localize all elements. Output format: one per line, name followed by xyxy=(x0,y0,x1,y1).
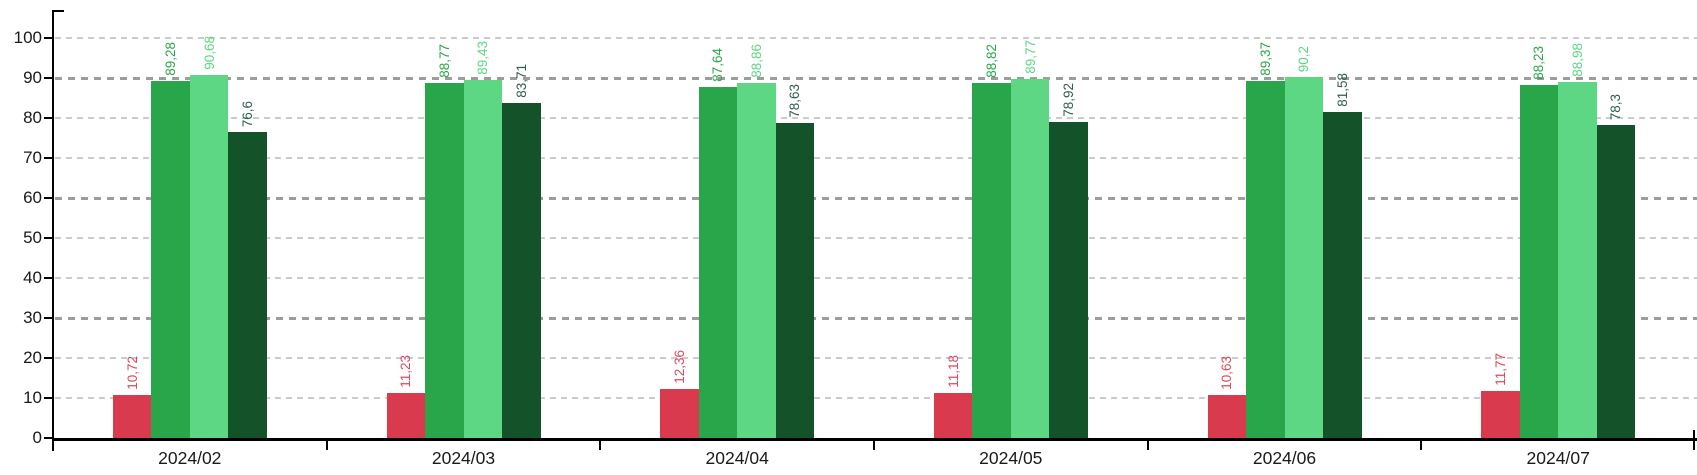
bar-2024-03-series-4[interactable] xyxy=(502,103,541,438)
bar-value-label: 88,86 xyxy=(748,44,764,78)
bar-value-label: 89,77 xyxy=(1022,40,1038,74)
bar-value-label: 81,58 xyxy=(1334,73,1350,107)
bar-2024-04-series-2[interactable] xyxy=(698,87,738,438)
y-axis-label: 100 xyxy=(13,28,42,47)
bar-2024-05-series-2[interactable] xyxy=(972,83,1011,438)
y-axis-tick xyxy=(44,237,52,239)
bar-2024-03-series-1[interactable] xyxy=(386,393,425,438)
y-axis-tick xyxy=(44,157,52,159)
bar-value-label: 87,64 xyxy=(710,48,726,82)
y-axis-label: 70 xyxy=(23,148,42,167)
bar-value-label: 11,77 xyxy=(1492,353,1508,386)
bar-value-label: 89,28 xyxy=(163,42,179,76)
bar-2024-07-series-4[interactable] xyxy=(1596,125,1636,438)
x-axis-category-label: 2024/04 xyxy=(705,448,769,468)
bar-value-label: 83,71 xyxy=(513,64,529,98)
y-axis-tick xyxy=(44,197,52,199)
minor-gridline xyxy=(55,117,1697,119)
bar-value-label: 12,36 xyxy=(671,350,687,384)
x-axis-category-label: 2024/02 xyxy=(158,448,222,468)
x-axis-category-label: 2024/06 xyxy=(1252,448,1317,468)
x-axis-end-cap xyxy=(1693,430,1695,450)
bar-2024-06-series-4[interactable] xyxy=(1323,112,1362,438)
bar-2024-07-series-2[interactable] xyxy=(1519,85,1559,438)
major-gridline xyxy=(55,197,1697,200)
y-axis-tick xyxy=(44,437,52,439)
y-axis-tick xyxy=(44,397,52,399)
bar-value-label: 88,82 xyxy=(984,44,1000,78)
x-axis-category-label: 2024/03 xyxy=(431,448,496,468)
y-axis-tick xyxy=(44,117,52,119)
bar-value-label: 10,63 xyxy=(1219,356,1235,390)
bar-2024-06-series-3[interactable] xyxy=(1284,77,1323,438)
y-axis-tick xyxy=(44,317,52,319)
bar-value-label: 89,43 xyxy=(475,41,491,75)
major-gridline xyxy=(55,317,1697,320)
bar-value-label: 11,23 xyxy=(398,355,414,388)
bar-2024-05-series-4[interactable] xyxy=(1049,122,1088,438)
bar-value-label: 76,6 xyxy=(240,100,256,127)
bar-2024-05-series-3[interactable] xyxy=(1010,79,1050,438)
bar-2024-03-series-3[interactable] xyxy=(463,80,502,438)
y-axis-tick xyxy=(44,37,52,39)
y-axis-tick xyxy=(44,357,52,359)
y-axis-line xyxy=(52,10,54,451)
minor-gridline xyxy=(55,397,1697,399)
bar-2024-06-series-2[interactable] xyxy=(1246,81,1285,438)
bar-2024-05-series-1[interactable] xyxy=(933,393,973,438)
bar-2024-02-series-3[interactable] xyxy=(189,75,229,438)
y-axis-end-cap xyxy=(52,10,64,12)
bar-value-label: 10,72 xyxy=(124,356,140,390)
x-axis-tick xyxy=(326,441,328,450)
bar-value-label: 78,92 xyxy=(1061,83,1077,117)
y-axis-tick xyxy=(44,77,52,79)
y-axis-label: 10 xyxy=(23,388,42,407)
x-axis-tick xyxy=(873,441,875,450)
bar-value-label: 90,2 xyxy=(1296,45,1312,72)
y-axis-label: 90 xyxy=(23,68,42,87)
y-axis-label: 50 xyxy=(23,228,42,247)
y-axis-label: 30 xyxy=(23,308,42,327)
bar-value-label: 78,63 xyxy=(787,84,803,118)
bar-2024-04-series-3[interactable] xyxy=(737,83,776,438)
x-axis-line xyxy=(52,438,1697,441)
y-axis-label: 60 xyxy=(23,188,42,207)
major-gridline xyxy=(55,77,1697,80)
bar-2024-04-series-4[interactable] xyxy=(775,123,815,438)
bar-2024-07-series-3[interactable] xyxy=(1558,82,1597,438)
y-axis-tick xyxy=(44,277,52,279)
bar-value-label: 88,98 xyxy=(1569,43,1585,77)
bar-2024-03-series-2[interactable] xyxy=(425,83,464,438)
bar-2024-07-series-1[interactable] xyxy=(1481,391,1520,438)
bar-2024-04-series-1[interactable] xyxy=(660,389,699,438)
y-axis-label: 0 xyxy=(32,428,42,447)
y-axis-label: 80 xyxy=(23,108,42,127)
bar-value-label: 88,23 xyxy=(1531,46,1547,80)
x-axis-tick xyxy=(1147,441,1149,450)
bar-2024-02-series-2[interactable] xyxy=(151,81,190,438)
minor-gridline xyxy=(55,237,1697,239)
y-axis-label: 40 xyxy=(23,268,42,287)
minor-gridline xyxy=(55,157,1697,159)
bar-2024-02-series-1[interactable] xyxy=(112,395,152,438)
bar-value-label: 90,68 xyxy=(201,36,217,70)
bar-2024-02-series-4[interactable] xyxy=(228,132,267,438)
bar-value-label: 89,37 xyxy=(1257,42,1273,76)
minor-gridline xyxy=(55,357,1697,359)
x-axis-category-label: 2024/07 xyxy=(1526,448,1590,468)
y-axis-label: 20 xyxy=(23,348,42,367)
minor-gridline xyxy=(55,37,1697,39)
minor-gridline xyxy=(55,277,1697,279)
x-axis-tick xyxy=(599,441,601,450)
bar-value-label: 78,3 xyxy=(1608,93,1624,120)
x-axis-category-label: 2024/05 xyxy=(979,448,1043,468)
x-axis-tick xyxy=(1420,441,1422,450)
bar-value-label: 88,77 xyxy=(436,44,452,78)
bar-2024-06-series-1[interactable] xyxy=(1207,395,1246,438)
bar-value-label: 11,18 xyxy=(945,355,961,388)
